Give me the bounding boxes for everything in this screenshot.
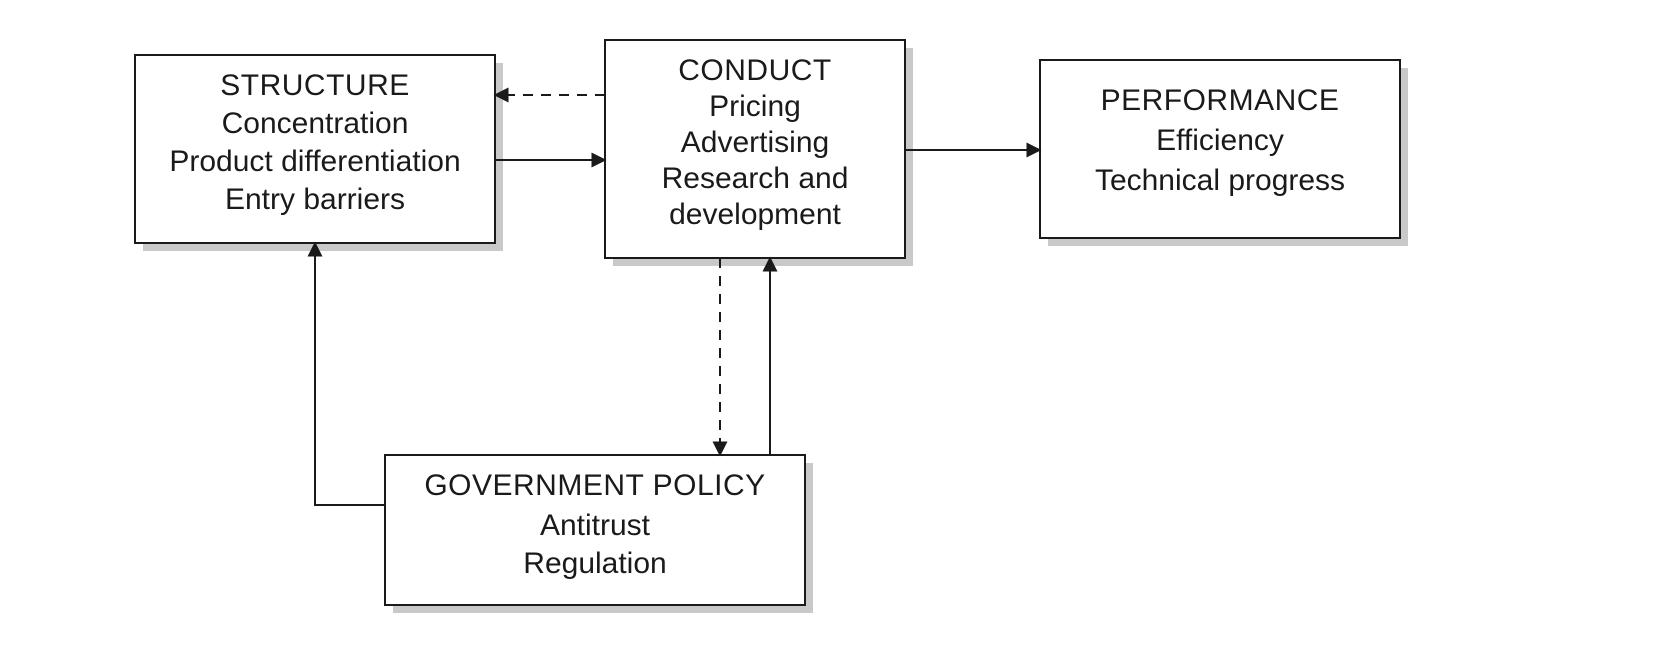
conduct-title: CONDUCT [678, 54, 832, 87]
structure-line-2: Entry barriers [225, 183, 405, 216]
node-performance: PERFORMANCE Efficiency Technical progres… [1040, 60, 1408, 246]
structure-title: STRUCTURE [220, 69, 410, 102]
performance-title: PERFORMANCE [1101, 84, 1340, 117]
node-structure: STRUCTURE Concentration Product differen… [135, 55, 503, 251]
node-policy: GOVERNMENT POLICY Antitrust Regulation [385, 455, 813, 613]
policy-title: GOVERNMENT POLICY [424, 469, 765, 502]
structure-line-0: Concentration [222, 107, 409, 140]
conduct-line-3: development [669, 198, 841, 231]
node-conduct: CONDUCT Pricing Advertising Research and… [605, 40, 913, 266]
structure-line-1: Product differentiation [169, 145, 460, 178]
conduct-line-1: Advertising [681, 126, 829, 159]
edge-policy-to-structure [315, 243, 385, 505]
scp-diagram: STRUCTURE Concentration Product differen… [0, 0, 1662, 663]
conduct-line-2: Research and [662, 162, 849, 195]
policy-line-1: Regulation [523, 547, 666, 580]
performance-line-1: Technical progress [1095, 164, 1345, 197]
performance-line-0: Efficiency [1156, 124, 1284, 157]
policy-line-0: Antitrust [540, 509, 651, 542]
conduct-line-0: Pricing [709, 90, 801, 123]
